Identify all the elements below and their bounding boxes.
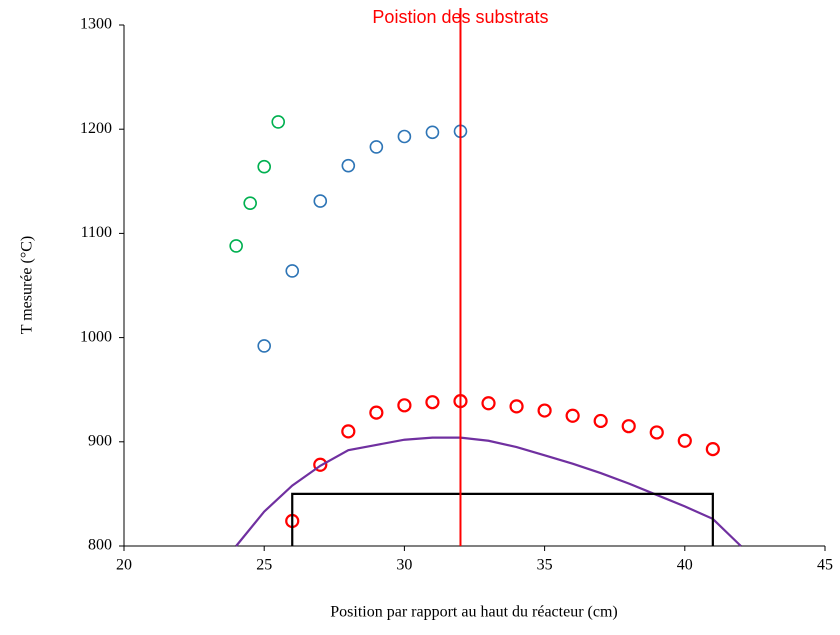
y-axis-label: T mesurée (°C) xyxy=(19,236,36,335)
data-point xyxy=(509,399,524,414)
data-point xyxy=(271,115,286,129)
data-point xyxy=(397,129,412,144)
data-point xyxy=(341,158,356,173)
x-tick-label: 30 xyxy=(396,557,412,574)
y-tick-label: 1000 xyxy=(80,328,112,345)
x-tick-label: 25 xyxy=(256,557,272,574)
data-point xyxy=(677,433,692,448)
data-point xyxy=(285,264,300,278)
data-point xyxy=(425,395,440,410)
data-point xyxy=(649,425,664,440)
y-tick-label: 900 xyxy=(88,432,112,449)
data-point xyxy=(397,398,412,413)
data-point xyxy=(313,457,328,472)
data-point xyxy=(243,196,257,210)
data-point xyxy=(229,239,243,253)
data-point xyxy=(313,194,328,208)
x-tick-label: 40 xyxy=(677,557,693,574)
data-point xyxy=(565,408,580,423)
x-tick-label: 45 xyxy=(817,557,833,574)
data-point xyxy=(369,140,384,154)
annotation-text: Poistion des substrats xyxy=(372,7,548,27)
x-tick-label: 20 xyxy=(116,557,132,574)
data-point xyxy=(621,419,636,434)
y-tick-label: 1300 xyxy=(80,16,112,33)
data-point xyxy=(425,125,440,140)
y-tick-label: 1200 xyxy=(80,120,112,137)
x-tick-label: 35 xyxy=(537,557,553,574)
data-point xyxy=(257,339,272,353)
data-point xyxy=(705,441,720,457)
data-point xyxy=(481,396,496,411)
data-point xyxy=(257,159,272,174)
data-point xyxy=(537,403,552,418)
data-point xyxy=(341,424,356,439)
data-point xyxy=(593,413,608,429)
y-tick-label: 800 xyxy=(88,537,112,554)
y-tick-label: 1100 xyxy=(81,224,112,241)
data-line xyxy=(291,492,714,546)
data-point xyxy=(369,405,384,420)
data-line xyxy=(235,436,742,547)
x-axis-label: Position par rapport au haut du réacteur… xyxy=(330,604,617,621)
